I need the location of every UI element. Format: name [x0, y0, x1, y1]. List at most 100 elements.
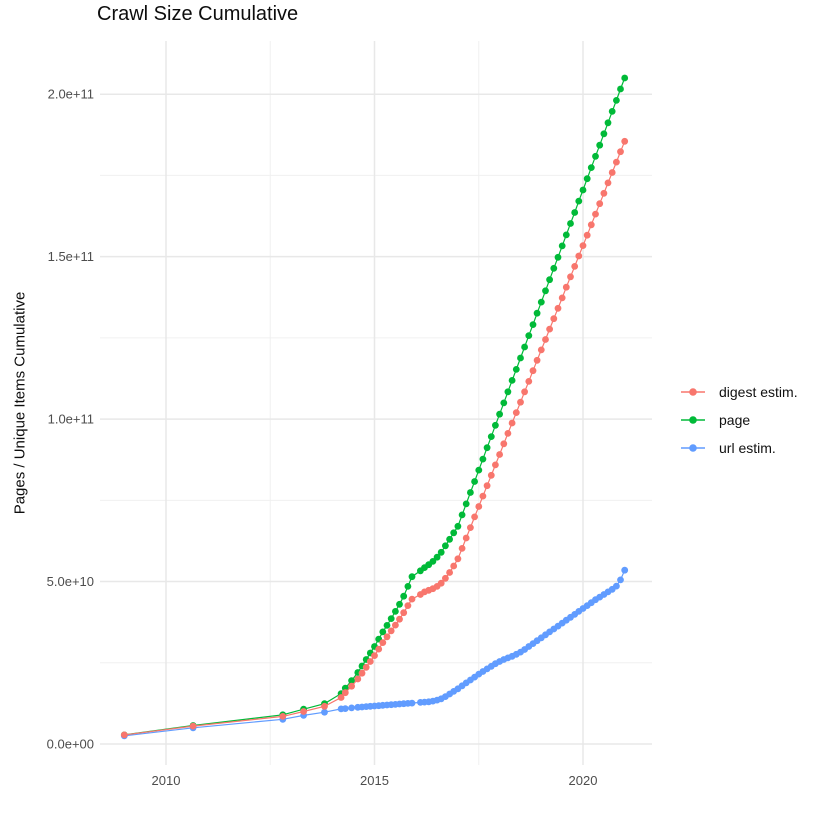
data-point-digest-estim: [479, 492, 487, 500]
data-point-page: [517, 354, 524, 362]
data-point-digest-estim: [546, 325, 553, 333]
y-tick-label: 5.0e+10: [47, 574, 94, 589]
data-point-page: [348, 677, 355, 684]
data-point-page: [379, 628, 387, 636]
data-point-digest-estim: [613, 158, 620, 166]
data-point-digest-estim: [279, 713, 287, 720]
data-point-page: [613, 97, 620, 104]
data-point-digest-estim: [375, 645, 383, 653]
data-point-digest-estim: [550, 315, 558, 323]
data-point-url-estim: [348, 704, 355, 712]
data-point-digest-estim: [579, 242, 587, 250]
legend-item-digest-estim: digest estim.: [679, 378, 798, 406]
data-point-digest-estim: [300, 708, 307, 715]
data-point-digest-estim: [387, 627, 395, 635]
data-point-digest-estim: [596, 200, 604, 208]
data-point-digest-estim: [450, 562, 458, 570]
data-point-digest-estim: [533, 356, 541, 364]
data-point-digest-estim: [358, 669, 366, 677]
data-point-digest-estim: [458, 545, 466, 552]
data-point-digest-estim: [454, 555, 462, 563]
data-point-digest-estim: [500, 440, 508, 448]
data-point-digest-estim: [366, 658, 374, 665]
data-point-digest-estim: [512, 409, 520, 416]
data-point-digest-estim: [562, 283, 570, 291]
data-point-digest-estim: [442, 574, 449, 582]
data-point-page: [492, 421, 499, 429]
data-point-digest-estim: [621, 137, 629, 145]
data-point-digest-estim: [341, 689, 349, 697]
y-tick-label: 0.0e+00: [47, 737, 94, 752]
data-point-digest-estim: [487, 471, 495, 479]
data-point-page: [504, 388, 512, 396]
legend-label: digest estim.: [719, 384, 798, 400]
data-point-digest-estim: [379, 639, 387, 646]
data-point-url-estim: [621, 566, 629, 574]
data-point-page: [496, 410, 503, 418]
data-point-digest-estim: [617, 148, 624, 156]
data-point-page: [562, 231, 570, 239]
data-point-page: [404, 583, 412, 590]
data-point-page: [512, 366, 520, 373]
data-point-page: [537, 298, 545, 306]
legend-key-dot: [689, 416, 697, 424]
data-point-digest-estim: [504, 430, 512, 437]
data-point-digest-estim: [608, 169, 616, 176]
data-point-page: [596, 141, 604, 149]
data-point-page: [571, 209, 579, 216]
x-tick-label: 2010: [152, 773, 181, 788]
x-axis-labels: 2010 2015 2020: [152, 773, 598, 788]
data-point-digest-estim: [467, 524, 474, 531]
data-point-page: [387, 615, 395, 622]
data-point-page: [479, 455, 487, 463]
data-point-page: [483, 444, 491, 452]
gridlines-major: [100, 41, 652, 765]
data-point-digest-estim: [371, 652, 378, 659]
data-point-digest-estim: [348, 682, 355, 690]
data-point-page: [525, 332, 533, 339]
data-point-digest-estim: [496, 451, 503, 458]
data-point-page: [587, 164, 595, 172]
data-point-digest-estim: [475, 503, 483, 510]
data-point-digest-estim: [400, 609, 408, 617]
data-point-page: [542, 287, 549, 295]
data-point-digest-estim: [437, 579, 445, 587]
data-point-page: [487, 433, 495, 440]
data-point-digest-estim: [521, 388, 528, 396]
data-point-digest-estim: [558, 294, 566, 302]
data-point-digest-estim: [492, 461, 499, 469]
y-tick-label: 2.0e+11: [48, 87, 94, 102]
data-point-page: [471, 478, 478, 485]
data-point-page: [550, 264, 558, 272]
gridlines-minor: [100, 41, 652, 765]
y-axis-labels: 0.0e+00 5.0e+10 1.0e+11 1.5e+11 2.0e+11: [47, 87, 94, 752]
data-point-page: [400, 592, 408, 600]
legend-key-icon: [681, 416, 705, 424]
data-point-page: [437, 548, 445, 556]
legend-key-icon: [681, 388, 705, 396]
data-point-page: [475, 466, 483, 474]
legend-key-dot: [689, 388, 697, 396]
chart-title: Crawl Size Cumulative: [97, 3, 299, 25]
data-point-page: [458, 511, 466, 519]
legend-label: url estim.: [719, 440, 776, 456]
legend: digest estim. page url estim.: [679, 378, 798, 462]
data-point-digest-estim: [362, 663, 370, 671]
data-point-digest-estim: [508, 419, 516, 427]
legend-item-url-estim: url estim.: [679, 434, 798, 462]
data-point-digest-estim: [517, 398, 524, 406]
data-point-page: [558, 242, 566, 250]
data-point-page: [554, 253, 562, 261]
legend-key-dot: [689, 444, 697, 452]
y-tick-label: 1.5e+11: [48, 249, 94, 264]
data-point-digest-estim: [392, 621, 399, 629]
data-point-digest-estim: [587, 221, 595, 229]
data-point-page: [508, 377, 516, 384]
data-point-page: [604, 119, 612, 127]
data-point-page: [608, 108, 616, 115]
data-point-digest-estim: [446, 569, 453, 576]
data-point-digest-estim: [600, 189, 608, 197]
data-point-digest-estim: [337, 694, 345, 701]
